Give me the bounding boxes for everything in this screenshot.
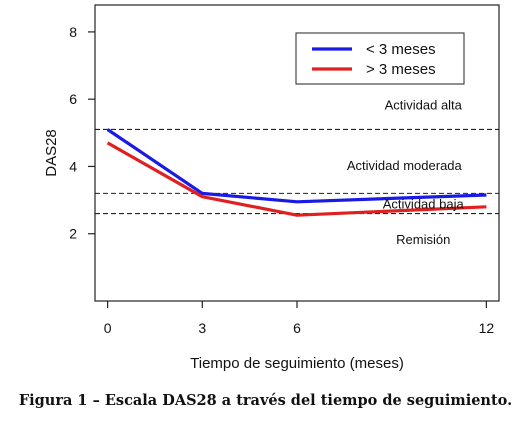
x-tick-label: 3 [198, 320, 206, 336]
y-axis-title: DAS28 [43, 129, 60, 177]
x-axis-title: Tiempo de seguimiento (meses) [190, 355, 404, 372]
legend: < 3 meses > 3 meses [295, 32, 465, 85]
x-tick-label: 12 [479, 320, 495, 336]
zone-label: Actividad alta [385, 97, 463, 112]
x-tick-label: 6 [293, 320, 301, 336]
legend-label: > 3 meses [366, 61, 436, 78]
y-tick-label: 4 [69, 158, 77, 174]
zone-label: Remisión [396, 232, 450, 247]
figure-caption: Figura 1 – Escala DAS28 a través del tie… [18, 392, 513, 409]
legend-box [295, 32, 465, 85]
x-tick-label: 0 [104, 320, 112, 336]
y-tick-label: 8 [69, 24, 77, 40]
zone-labels: Actividad alta Actividad moderada Activida… [347, 97, 465, 247]
y-tick-label: 6 [69, 91, 77, 107]
series-line-2 [106, 141, 487, 217]
series-lines [106, 128, 487, 217]
zone-label: Actividad moderada [347, 158, 463, 173]
chart: 0 3 6 12 2 4 6 8 Actividad alta Actividad moder… [43, 4, 500, 372]
y-axis: 2 4 6 8 [69, 24, 95, 242]
y-tick-label: 2 [69, 226, 77, 242]
legend-label: < 3 meses [366, 41, 436, 58]
series-line-1 [106, 128, 487, 204]
x-axis: 0 3 6 12 [104, 301, 495, 336]
reference-lines [95, 128, 499, 215]
zone-label: Actividad baja [383, 197, 465, 212]
